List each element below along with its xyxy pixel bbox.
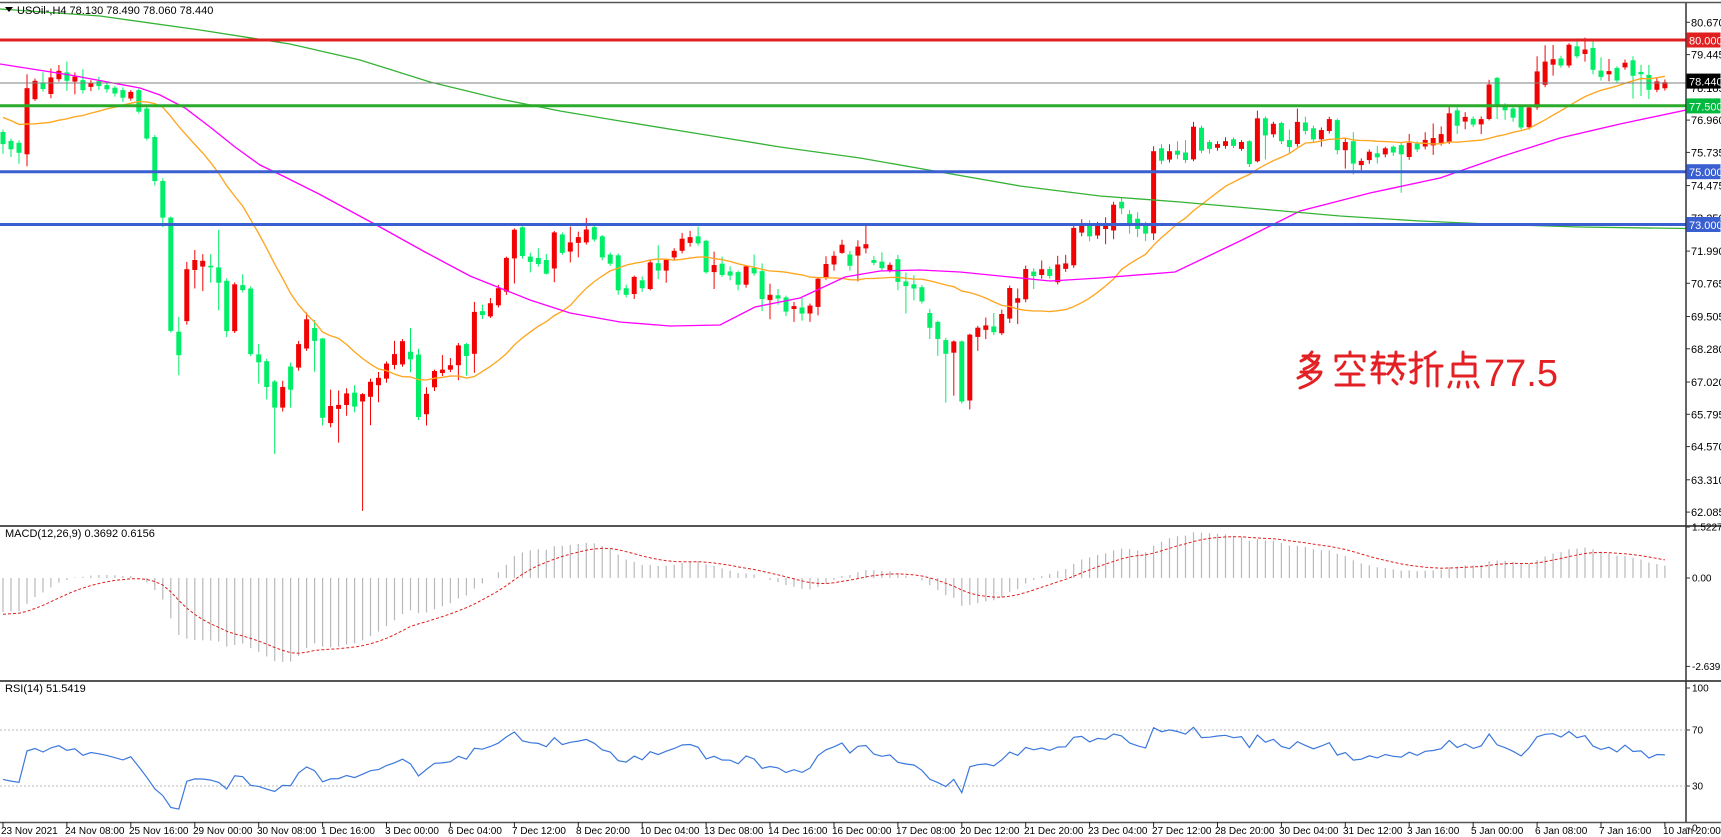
svg-text:7 Jan 16:00: 7 Jan 16:00 bbox=[1599, 826, 1652, 837]
svg-text:5 Jan 00:00: 5 Jan 00:00 bbox=[1471, 826, 1524, 837]
svg-text:0.00: 0.00 bbox=[1692, 574, 1712, 585]
svg-text:27 Dec 12:00: 27 Dec 12:00 bbox=[1152, 826, 1212, 837]
svg-text:69.505: 69.505 bbox=[1691, 312, 1721, 324]
svg-text:70: 70 bbox=[1692, 726, 1704, 737]
svg-text:25 Nov 16:00: 25 Nov 16:00 bbox=[129, 826, 189, 837]
svg-text:USOil-,H4 78.130 78.490 78.06: USOil-,H4 78.130 78.490 78.060 78.440 bbox=[17, 5, 213, 17]
svg-text:29 Nov 00:00: 29 Nov 00:00 bbox=[193, 826, 253, 837]
svg-text:24 Nov 08:00: 24 Nov 08:00 bbox=[65, 826, 125, 837]
svg-text:73.000: 73.000 bbox=[1689, 220, 1721, 232]
svg-text:3 Jan 16:00: 3 Jan 16:00 bbox=[1407, 826, 1460, 837]
svg-text:MACD(12,26,9) 0.3692 0.6156: MACD(12,26,9) 0.3692 0.6156 bbox=[5, 528, 155, 540]
svg-text:80.670: 80.670 bbox=[1691, 17, 1721, 29]
svg-text:75.735: 75.735 bbox=[1691, 147, 1721, 159]
svg-text:23 Nov 2021: 23 Nov 2021 bbox=[1, 826, 58, 837]
svg-text:17 Dec 08:00: 17 Dec 08:00 bbox=[896, 826, 956, 837]
svg-text:10 Jan 20:00: 10 Jan 20:00 bbox=[1663, 826, 1721, 837]
svg-text:RSI(14) 51.5419: RSI(14) 51.5419 bbox=[5, 683, 86, 695]
svg-text:8 Dec 20:00: 8 Dec 20:00 bbox=[576, 826, 630, 837]
svg-text:75.000: 75.000 bbox=[1689, 167, 1721, 179]
svg-text:31 Dec 12:00: 31 Dec 12:00 bbox=[1343, 826, 1403, 837]
svg-text:63.310: 63.310 bbox=[1691, 475, 1721, 487]
svg-text:21 Dec 20:00: 21 Dec 20:00 bbox=[1024, 826, 1084, 837]
svg-text:100: 100 bbox=[1692, 684, 1709, 695]
svg-text:-2.6392: -2.6392 bbox=[1692, 662, 1721, 673]
svg-text:68.280: 68.280 bbox=[1691, 344, 1721, 356]
svg-text:76.960: 76.960 bbox=[1691, 115, 1721, 127]
svg-text:78.440: 78.440 bbox=[1689, 77, 1721, 89]
svg-text:14 Dec 16:00: 14 Dec 16:00 bbox=[768, 826, 828, 837]
svg-text:65.795: 65.795 bbox=[1691, 409, 1721, 421]
svg-text:0: 0 bbox=[1692, 824, 1698, 835]
svg-text:28 Dec 20:00: 28 Dec 20:00 bbox=[1215, 826, 1275, 837]
svg-text:13 Dec 08:00: 13 Dec 08:00 bbox=[704, 826, 764, 837]
svg-text:3 Dec 00:00: 3 Dec 00:00 bbox=[385, 826, 439, 837]
svg-text:7 Dec 12:00: 7 Dec 12:00 bbox=[512, 826, 566, 837]
svg-text:77.500: 77.500 bbox=[1689, 101, 1721, 113]
svg-text:67.020: 67.020 bbox=[1691, 377, 1721, 389]
svg-text:80.000: 80.000 bbox=[1689, 36, 1721, 48]
svg-text:79.445: 79.445 bbox=[1691, 50, 1721, 62]
svg-text:30 Nov 08:00: 30 Nov 08:00 bbox=[257, 826, 317, 837]
svg-text:20 Dec 12:00: 20 Dec 12:00 bbox=[960, 826, 1020, 837]
svg-text:62.085: 62.085 bbox=[1691, 507, 1721, 519]
svg-text:16 Dec 00:00: 16 Dec 00:00 bbox=[832, 826, 892, 837]
svg-text:6 Jan 08:00: 6 Jan 08:00 bbox=[1535, 826, 1588, 837]
svg-text:70.765: 70.765 bbox=[1691, 278, 1721, 290]
svg-text:64.570: 64.570 bbox=[1691, 442, 1721, 454]
svg-text:30 Dec 04:00: 30 Dec 04:00 bbox=[1279, 826, 1339, 837]
svg-text:1.5227: 1.5227 bbox=[1692, 523, 1721, 534]
svg-text:74.475: 74.475 bbox=[1691, 181, 1721, 193]
svg-text:30: 30 bbox=[1692, 782, 1704, 793]
svg-text:71.990: 71.990 bbox=[1691, 246, 1721, 258]
svg-text:23 Dec 04:00: 23 Dec 04:00 bbox=[1088, 826, 1148, 837]
svg-text:77.5: 77.5 bbox=[1484, 353, 1558, 395]
svg-text:6 Dec 04:00: 6 Dec 04:00 bbox=[448, 826, 502, 837]
svg-text:1 Dec 16:00: 1 Dec 16:00 bbox=[321, 826, 375, 837]
svg-text:10 Dec 04:00: 10 Dec 04:00 bbox=[640, 826, 700, 837]
